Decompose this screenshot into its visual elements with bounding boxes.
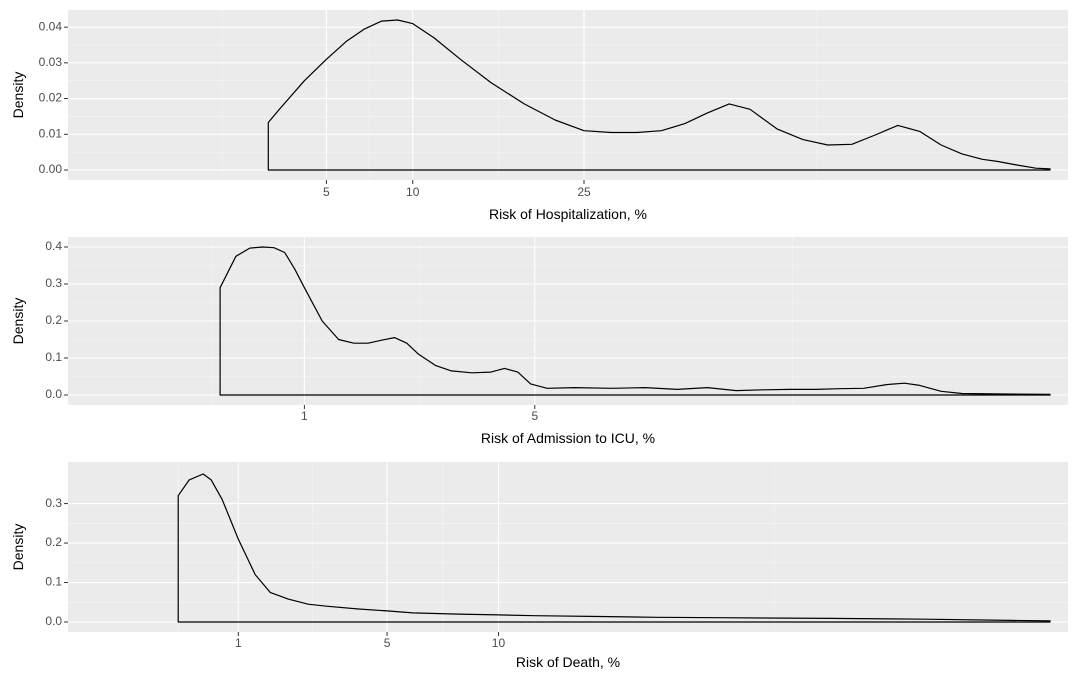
hospitalization-y-tick-label: 0.01 — [39, 126, 63, 140]
death-y-axis-title: Density — [10, 524, 26, 571]
death-y-tick-label: 0.2 — [45, 535, 62, 549]
hospitalization-y-tick-label: 0.00 — [39, 162, 63, 176]
hospitalization-x-tick-label: 10 — [406, 185, 420, 199]
death-x-tick-label: 5 — [384, 636, 391, 650]
icu-y-axis-title: Density — [10, 298, 26, 345]
death-y-tick-label: 0.3 — [45, 496, 62, 510]
hospitalization-panel: 0.00 0.01 0.02 0.03 0.04 5 10 25 Risk of Hospita… — [10, 10, 1068, 222]
hospitalization-panel-background — [68, 10, 1068, 180]
icu-x-axis-title: Risk of Admission to ICU, % — [481, 430, 655, 446]
hospitalization-y-tick-label: 0.02 — [39, 91, 63, 105]
hospitalization-x-tick-label: 5 — [323, 185, 330, 199]
death-x-axis-title: Risk of Death, % — [516, 654, 620, 670]
death-x-tick-label: 1 — [235, 636, 242, 650]
icu-density-curve — [219, 246, 1051, 396]
icu-y-tick-label: 0.4 — [45, 239, 62, 253]
icu-x-tick-label: 1 — [301, 409, 308, 423]
icu-y-tick-label: 0.1 — [45, 350, 62, 364]
icu-panel: 0.0 0.1 0.2 0.3 0.4 1 5 Risk of Admission to IC… — [10, 237, 1068, 446]
icu-y-tick-label: 0.2 — [45, 313, 62, 327]
death-panel: 0.0 0.1 0.2 0.3 1 5 10 Risk of Death, % Density — [10, 462, 1068, 670]
death-x-tick-label: 10 — [492, 636, 506, 650]
hospitalization-y-axis-title: Density — [10, 72, 26, 119]
death-y-tick-label: 0.1 — [45, 575, 62, 589]
death-panel-background — [68, 462, 1068, 632]
hospitalization-x-tick-label: 25 — [577, 185, 591, 199]
icu-x-tick-label: 5 — [531, 409, 538, 423]
hospitalization-x-axis-title: Risk of Hospitalization, % — [489, 206, 647, 222]
icu-y-tick-label: 0.3 — [45, 276, 62, 290]
death-y-tick-label: 0.0 — [45, 614, 62, 628]
death-density-curve — [177, 473, 1051, 623]
hospitalization-y-tick-label: 0.03 — [39, 55, 63, 69]
hospitalization-density-curve — [267, 19, 1051, 171]
icu-y-tick-label: 0.0 — [45, 387, 62, 401]
hospitalization-y-tick-label: 0.04 — [39, 19, 63, 33]
